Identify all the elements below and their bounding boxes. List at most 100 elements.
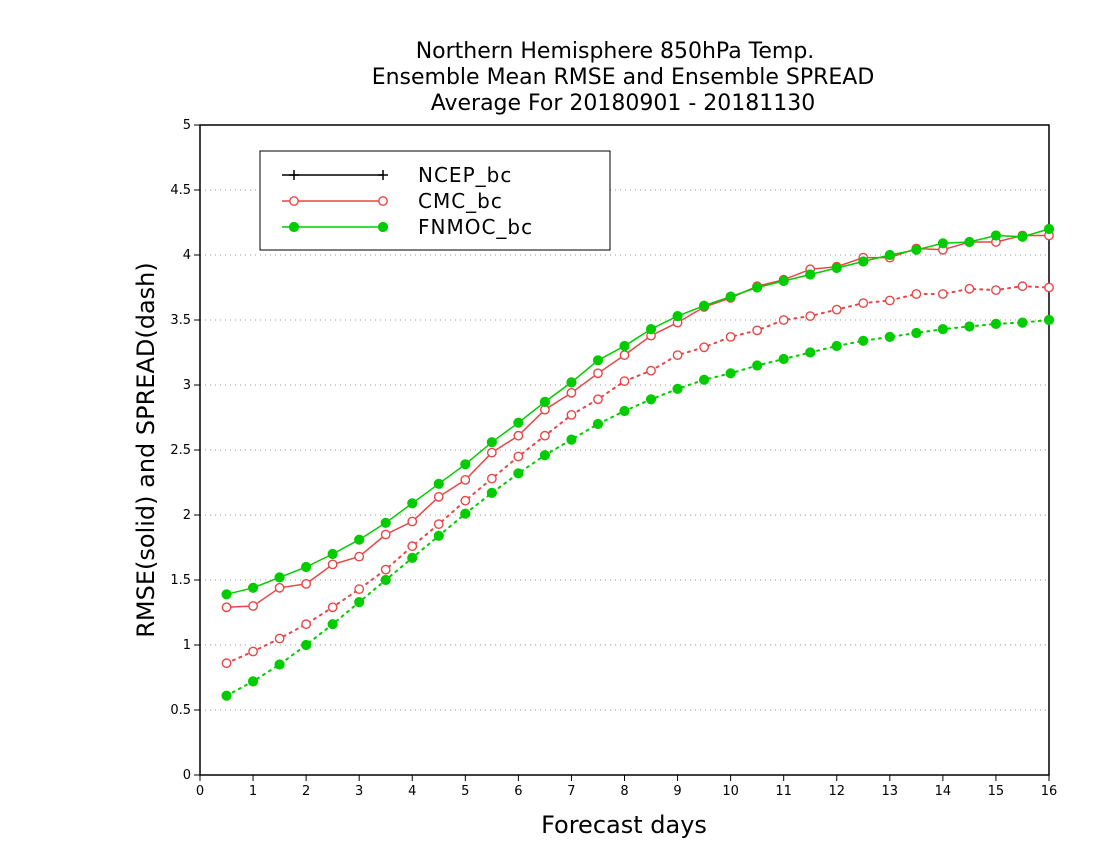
x-tick-label: 2 — [302, 784, 310, 799]
FNMOC_bc-rmse-point — [380, 517, 391, 528]
CMC_bc-rmse-point — [274, 582, 285, 593]
CMC_bc-spread-line — [225, 285, 1050, 665]
FNMOC_bc-spread-point — [937, 324, 948, 335]
FNMOC_bc-rmse-point — [460, 459, 471, 470]
CMC_bc-rmse-point — [380, 529, 391, 540]
FNMOC_bc-spread-point — [858, 335, 869, 346]
FNMOC_bc-spread-point — [1017, 317, 1028, 328]
axes — [194, 124, 1050, 781]
FNMOC_bc-spread-point — [911, 327, 922, 339]
CMC_bc-spread-point — [1044, 282, 1054, 293]
FNMOC_bc-rmse-point — [698, 300, 710, 311]
FNMOC_bc-spread-point — [778, 353, 789, 365]
x-tick-label: 10 — [722, 784, 739, 799]
CMC_bc-spread-point — [619, 376, 630, 386]
FNMOC_bc-rmse-point — [990, 230, 1002, 241]
y-axis-title: RMSE(solid) and SPREAD(dash) — [132, 262, 160, 638]
CMC_bc-spread-point — [672, 350, 683, 360]
x-tick-label: 0 — [196, 784, 204, 799]
legend-entry: NCEP_bc — [282, 163, 512, 187]
FNMOC_bc-rmse-point — [566, 377, 577, 388]
FNMOC_bc-rmse-point — [407, 498, 418, 509]
FNMOC_bc-rmse-point — [672, 311, 683, 322]
FNMOC_bc-spread-point — [407, 552, 418, 564]
FNMOC_bc-rmse-point — [539, 396, 551, 407]
legend-marker — [289, 196, 299, 206]
FNMOC_bc-spread-point — [539, 450, 551, 461]
FNMOC_bc-rmse-point — [964, 236, 975, 248]
FNMOC_bc-rmse-point — [513, 417, 524, 428]
CMC_bc-spread-point — [725, 331, 736, 342]
x-tick-label: 5 — [461, 784, 469, 799]
CMC_bc-spread-point — [805, 311, 816, 321]
FNMOC_bc-spread-point — [327, 619, 338, 630]
y-tick-label: 3.5 — [170, 313, 191, 328]
FNMOC_bc-spread-point — [221, 690, 232, 701]
FNMOC_bc-rmse-point — [858, 256, 869, 267]
FNMOC_bc-rmse-point — [486, 437, 497, 448]
FNMOC_bc-spread-point — [301, 639, 312, 651]
FNMOC_bc-rmse-point — [645, 324, 657, 335]
FNMOC_bc-rmse-point — [221, 589, 232, 600]
FNMOC_bc-spread-point — [698, 374, 710, 385]
x-tick-label: 7 — [567, 784, 575, 799]
chart-title-line-1: Northern Hemisphere 850hPa Temp. — [416, 39, 815, 64]
x-tick-label: 4 — [408, 784, 416, 799]
y-tick-label: 2 — [183, 508, 191, 523]
FNMOC_bc-spread-point — [354, 597, 365, 608]
FNMOC_bc-spread-line — [225, 319, 1050, 697]
FNMOC_bc-spread-point — [964, 321, 975, 332]
CMC_bc-spread-point — [274, 633, 285, 644]
gridlines — [200, 189, 1049, 711]
y-tick-label: 3 — [183, 378, 191, 393]
y-tick-label: 4.5 — [170, 183, 191, 198]
x-tick-label: 13 — [882, 784, 899, 799]
CMC_bc-spread-point — [991, 285, 1001, 295]
CMC_bc-rmse-point — [301, 579, 312, 589]
chart-title-line-3: Average For 20180901 - 20181130 — [431, 91, 816, 116]
x-tick-label: 14 — [935, 784, 952, 799]
legend-marker — [378, 196, 388, 206]
CMC_bc-rmse-point — [513, 430, 524, 441]
CMC_bc-spread-point — [937, 289, 948, 299]
CMC_bc-rmse-point — [433, 491, 444, 502]
CMC_bc-rmse-line — [225, 234, 1050, 609]
FNMOC_bc-rmse-point — [752, 282, 763, 293]
FNMOC_bc-spread-point — [805, 347, 816, 358]
FNMOC_bc-spread-point — [645, 394, 657, 405]
CMC_bc-spread-point — [778, 315, 789, 325]
FNMOC_bc-rmse-point — [805, 269, 816, 280]
legend-label: CMC_bc — [418, 189, 503, 213]
CMC_bc-spread-point — [327, 602, 338, 613]
CMC_bc-spread-point — [407, 541, 418, 552]
FNMOC_bc-spread-point — [460, 508, 471, 519]
x-tick-label: 3 — [355, 784, 363, 799]
legend-marker — [377, 221, 389, 233]
CMC_bc-rmse-point — [248, 601, 258, 611]
FNMOC_bc-rmse-point — [433, 478, 444, 489]
chart-title: Northern Hemisphere 850hPa Temp. Ensembl… — [372, 39, 875, 116]
chart-title-line-2: Ensemble Mean RMSE and Ensemble SPREAD — [372, 65, 875, 90]
x-tick-label: 9 — [673, 784, 681, 799]
FNMOC_bc-rmse-point — [592, 355, 604, 366]
CMC_bc-rmse-point — [486, 447, 497, 458]
FNMOC_bc-spread-point — [672, 383, 683, 394]
FNMOC_bc-spread-point — [433, 530, 444, 541]
legend-marker — [289, 170, 299, 180]
CMC_bc-rmse-point — [619, 350, 630, 360]
CMC_bc-rmse-point — [354, 551, 365, 562]
legend-marker — [378, 170, 388, 180]
CMC_bc-spread-point — [221, 658, 232, 669]
x-tick-label: 1 — [249, 784, 257, 799]
CMC_bc-rmse-point — [566, 387, 577, 398]
CMC_bc-rmse-point — [407, 516, 418, 527]
legend-label: NCEP_bc — [418, 163, 512, 187]
FNMOC_bc-rmse-line — [225, 228, 1050, 596]
FNMOC_bc-spread-point — [990, 318, 1002, 329]
FNMOC_bc-rmse-point — [937, 238, 948, 249]
y-tick-label: 2.5 — [170, 443, 191, 458]
series-CMC_bc — [221, 230, 1054, 669]
x-axis-title: Forecast days — [541, 811, 707, 839]
